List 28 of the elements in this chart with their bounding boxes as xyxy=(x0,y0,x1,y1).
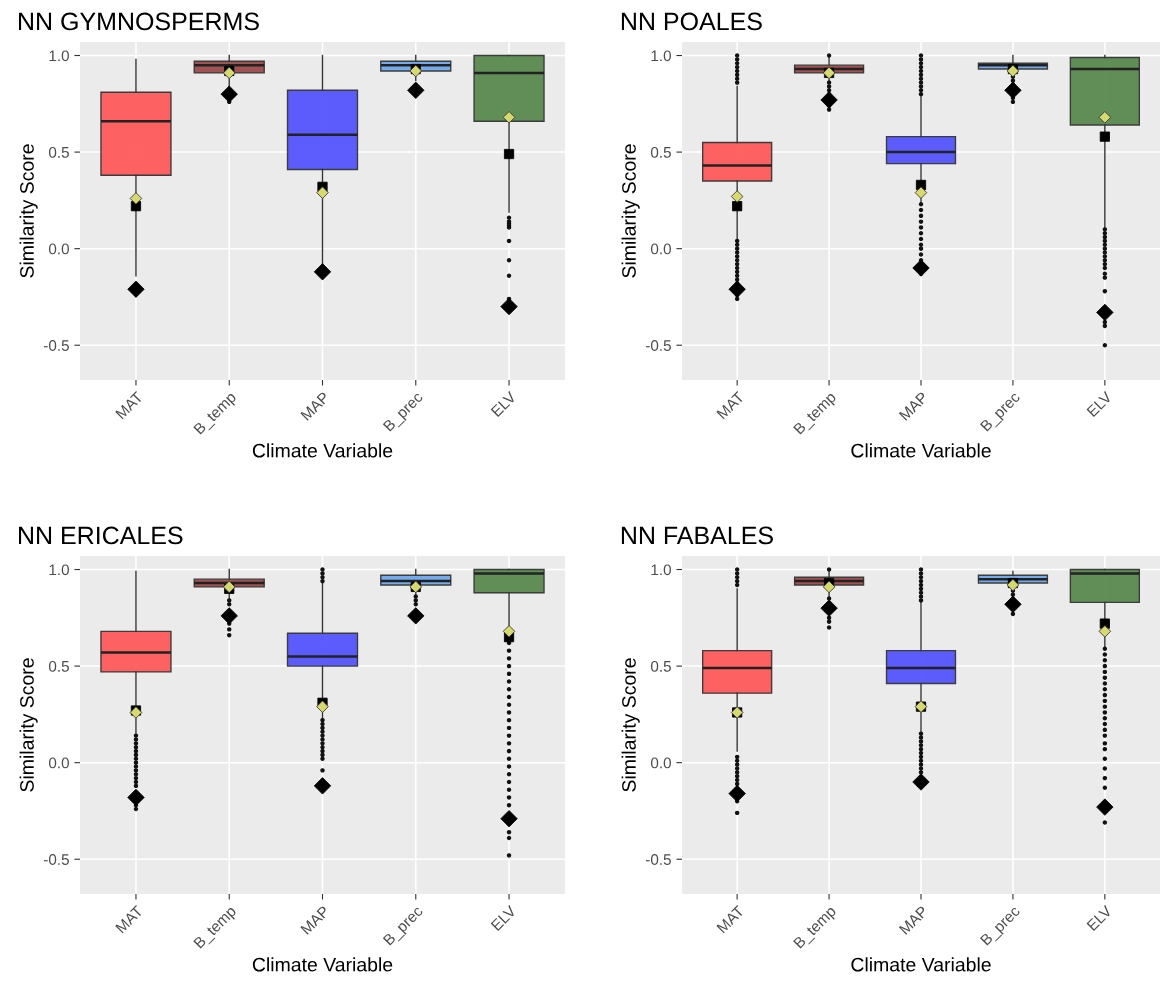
x-axis-title: Climate Variable xyxy=(851,443,991,458)
y-tick-label: -0.5 xyxy=(645,340,671,351)
y-axis-title: Similarity Score xyxy=(19,144,38,278)
y-tick-label: 0.5 xyxy=(650,660,671,672)
y-tick-label: -0.5 xyxy=(43,854,69,865)
chart-title: NN FABALES xyxy=(621,526,773,545)
y-axis-title: Similarity Score xyxy=(621,658,640,792)
y-tick-label: 0.0 xyxy=(650,243,671,255)
y-axis-title: Similarity Score xyxy=(19,658,38,792)
y-tick-label: 0.5 xyxy=(650,146,671,158)
y-tick-label: 1.0 xyxy=(651,50,671,62)
y-tick-label: -0.5 xyxy=(645,854,671,865)
y-axis-title: Similarity Score xyxy=(621,144,640,278)
y-tick-label: 1.0 xyxy=(49,50,69,62)
chart-title: NN POALES xyxy=(621,12,762,31)
y-tick-label: -0.5 xyxy=(43,340,69,351)
y-tick-label: 1.0 xyxy=(49,564,69,576)
y-tick-label: 0.0 xyxy=(48,757,69,769)
x-axis-title: Climate Variable xyxy=(252,957,393,972)
y-tick-label: 1.0 xyxy=(651,564,671,576)
y-tick-label: 0.0 xyxy=(650,757,671,769)
x-axis-title: Climate Variable xyxy=(252,443,393,458)
y-tick-label: 0.5 xyxy=(48,660,69,672)
y-tick-label: 0.0 xyxy=(48,243,69,255)
y-tick-label: 0.5 xyxy=(48,146,69,158)
chart-title: NN GYMNOSPERMS xyxy=(19,12,259,31)
chart-title: NN ERICALES xyxy=(19,526,183,545)
x-axis-title: Climate Variable xyxy=(851,957,991,972)
